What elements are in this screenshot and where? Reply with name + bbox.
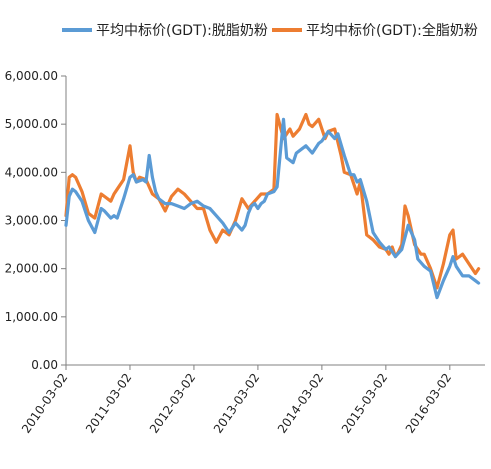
- x-tick-label: 2013-03-02: [211, 371, 262, 436]
- series-line-skim-milk-powder: [64, 117, 481, 300]
- x-tick-label: 2010-03-02: [19, 371, 70, 436]
- y-tick-label: 0.00: [31, 358, 58, 372]
- legend-swatch-whole: [272, 28, 302, 32]
- legend-label-whole: 平均中标价(GDT):全脂奶粉: [306, 23, 478, 39]
- y-tick-label: 6,000.00: [5, 69, 58, 83]
- y-tick-label: 1,000.00: [5, 310, 58, 324]
- series-line-whole-milk-powder: [64, 112, 481, 290]
- x-tick-label: 2014-03-02: [275, 371, 326, 436]
- legend-label-skim: 平均中标价(GDT):脱脂奶粉: [96, 23, 268, 39]
- legend: 平均中标价(GDT):脱脂奶粉 平均中标价(GDT):全脂奶粉: [0, 18, 491, 42]
- x-tick-label: 2012-03-02: [147, 371, 198, 436]
- y-tick-label: 4,000.00: [5, 165, 58, 179]
- legend-item-skim-milk-powder: 平均中标价(GDT):脱脂奶粉: [62, 18, 268, 42]
- legend-item-whole-milk-powder: 平均中标价(GDT):全脂奶粉: [272, 18, 478, 42]
- x-tick-label: 2011-03-02: [83, 371, 134, 436]
- y-tick-label: 5,000.00: [5, 117, 58, 131]
- x-tick-label: 2016-03-02: [403, 371, 454, 436]
- legend-swatch-skim: [62, 28, 92, 32]
- x-tick-label: 2015-03-02: [339, 371, 390, 436]
- y-tick-label: 2,000.00: [5, 262, 58, 276]
- y-tick-label: 3,000.00: [5, 214, 58, 228]
